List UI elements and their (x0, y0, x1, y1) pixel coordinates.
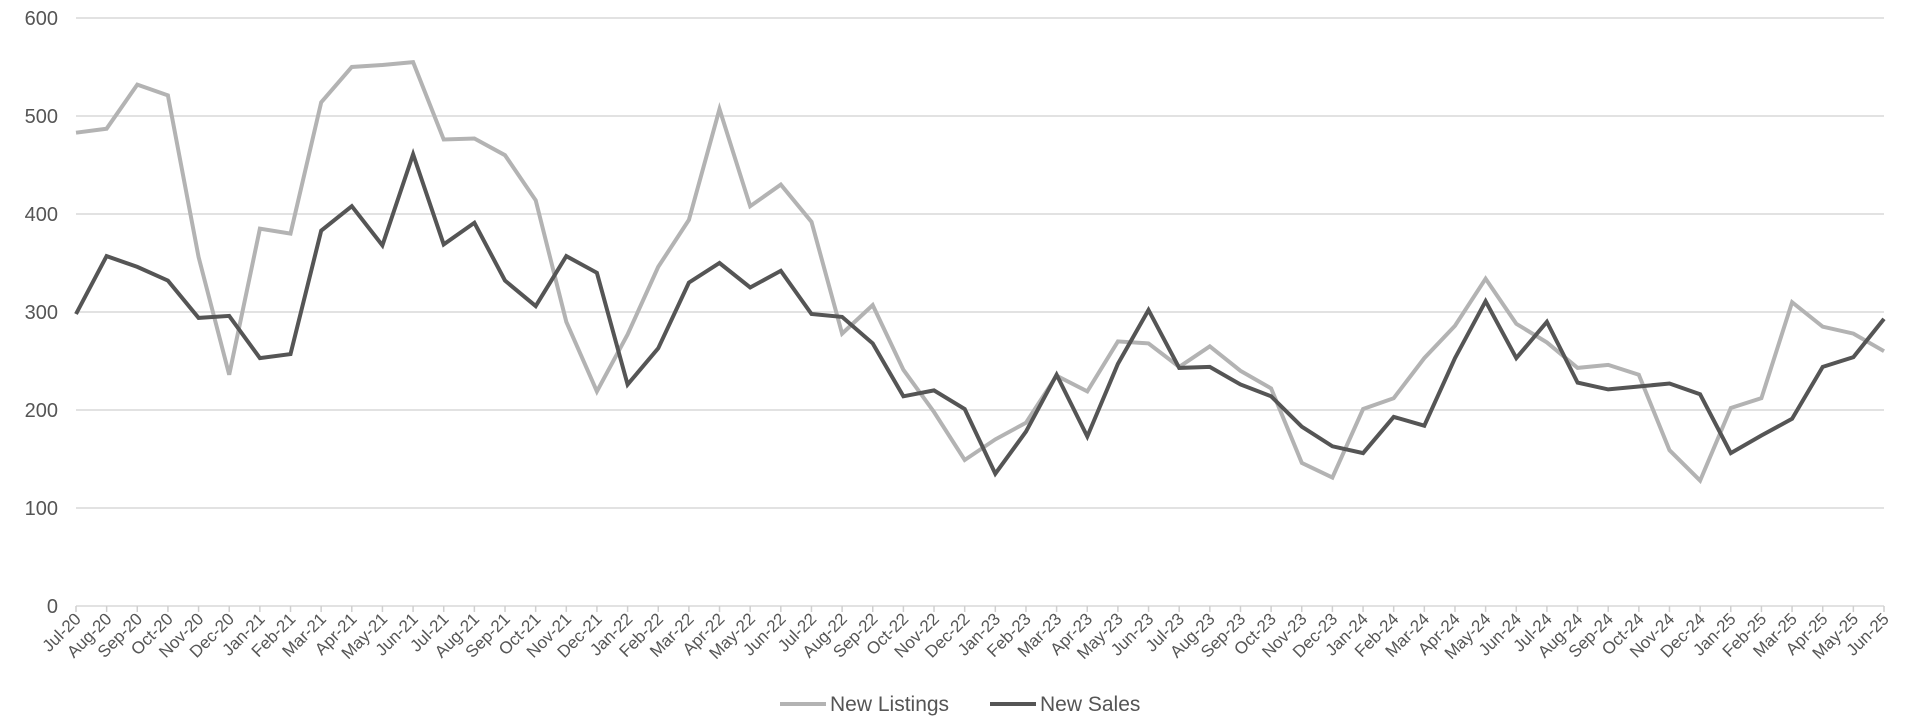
grid-lines (76, 17, 1884, 607)
y-tick-label-100: 100 (25, 498, 58, 520)
legend-label-new-listings: New Listings (830, 693, 949, 716)
legend-label-new-sales: New Sales (1040, 693, 1140, 716)
y-tick-label-0: 0 (47, 596, 58, 618)
y-tick-label-300: 300 (25, 302, 58, 324)
legend: New Listings New Sales (780, 693, 1140, 716)
y-axis-tick-labels: 0 100 200 300 400 500 600 (25, 8, 58, 618)
x-axis-tick-labels: Jul-20Aug-20Sep-20Oct-20Nov-20Dec-20Jan-… (39, 606, 1893, 663)
series-line-new-listings (75, 59, 1885, 485)
y-tick-label-600: 600 (25, 8, 58, 30)
y-tick-label-400: 400 (25, 204, 58, 226)
series-lines (74, 59, 1886, 485)
y-tick-label-500: 500 (25, 106, 58, 128)
y-tick-label-200: 200 (25, 400, 58, 422)
series-line-new-sales (74, 147, 1886, 478)
